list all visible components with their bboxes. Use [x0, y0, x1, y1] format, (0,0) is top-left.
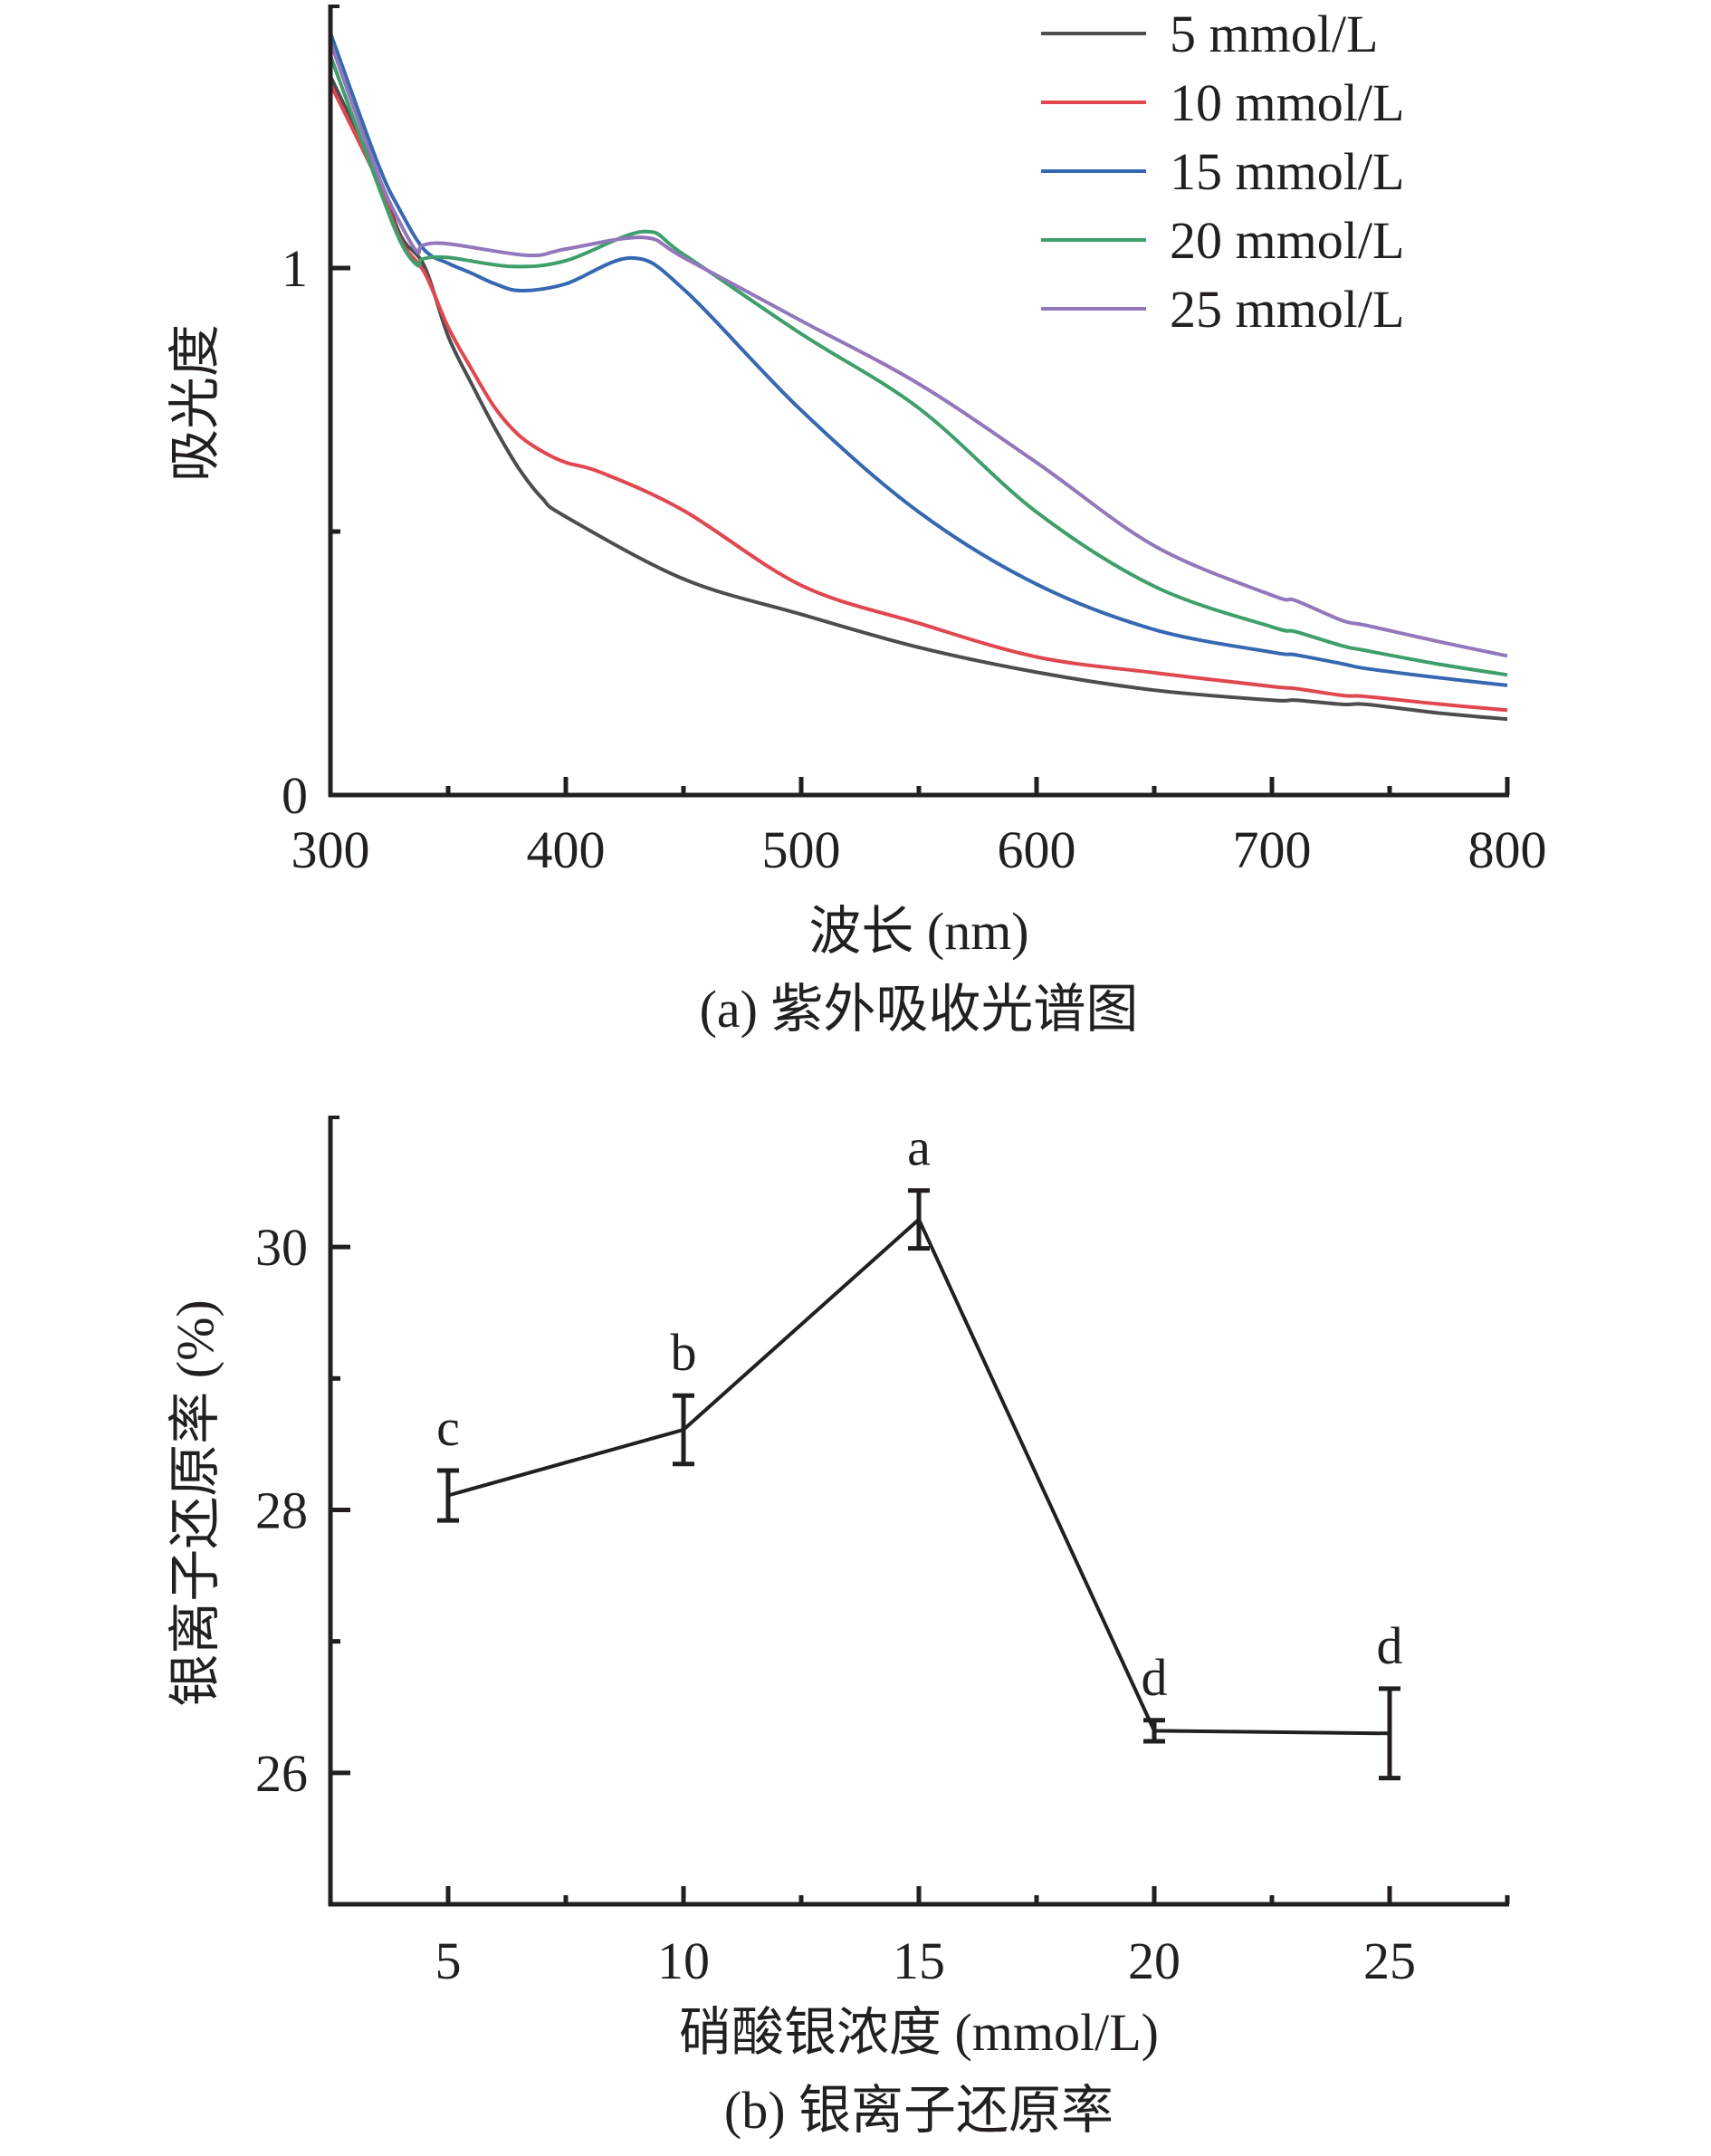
chart-a-legend: 5 mmol/L 10 mmol/L 15 mmol/L 20 mmol/L 25 mm…	[1041, 5, 1404, 339]
x-tick-label: 20	[1128, 1931, 1180, 1990]
x-tick-label: 10	[657, 1931, 710, 1990]
legend-item: 10 mmol/L	[1041, 73, 1404, 132]
legend-label: 25 mmol/L	[1170, 280, 1404, 339]
data-point-group: b	[671, 1323, 697, 1467]
x-tick-label: 700	[1233, 820, 1312, 879]
legend-label: 15 mmol/L	[1170, 142, 1404, 201]
legend-item: 25 mmol/L	[1041, 280, 1404, 339]
legend-item: 20 mmol/L	[1041, 211, 1404, 270]
chart-b-axes	[328, 1116, 1510, 1907]
x-tick-label: 500	[762, 820, 841, 879]
legend-label: 10 mmol/L	[1170, 73, 1404, 132]
series-line-20-mmol-l	[329, 54, 1508, 677]
x-tick-label: 800	[1468, 820, 1547, 879]
chart-b-x-axis-title: 硝酸银浓度 (mmol/L)	[679, 2003, 1159, 2062]
chart-b-y-axis-title: 银离子还原率 (%)	[166, 1299, 225, 1706]
x-tick-label: 15	[893, 1931, 945, 1990]
legend-item: 15 mmol/L	[1041, 142, 1404, 201]
x-tick-label: 300	[292, 820, 370, 879]
data-point-group: d	[1142, 1648, 1168, 1744]
chart-a: 300 400 500 600 700 800 0 1 5 mmol/L 10 mmol/L 15…	[166, 5, 1547, 1039]
chart-b-series-group: c b a d d	[436, 1118, 1403, 1781]
y-tick-label: 28	[255, 1481, 308, 1540]
series-line-25-mmol-l	[329, 41, 1508, 658]
chart-a-series-group	[329, 32, 1508, 722]
chart-a-tick-labels: 300 400 500 600 700 800 0 1	[282, 239, 1547, 879]
significance-label: d	[1142, 1648, 1168, 1707]
chart-a-x-axis-title: 波长 (nm)	[808, 902, 1028, 961]
y-tick-label: 1	[282, 239, 308, 298]
significance-label: d	[1377, 1616, 1403, 1675]
significance-label: c	[436, 1398, 460, 1457]
x-tick-label: 25	[1363, 1931, 1416, 1990]
chart-b-caption: (b) 银离子还原率	[724, 2081, 1114, 2140]
y-tick-label: 26	[255, 1744, 308, 1803]
y-tick-label: 0	[282, 766, 308, 825]
legend-item: 5 mmol/L	[1041, 5, 1378, 63]
chart-a-y-axis-title: 吸光度	[166, 324, 225, 482]
x-tick-label: 400	[527, 820, 606, 879]
x-tick-label: 5	[435, 1931, 462, 1990]
significance-label: a	[907, 1118, 931, 1177]
chart-b: c b a d d 5 10 15 20 25 26 28 30 银离子还原率 (%) 硝酸银浓度 (…	[166, 1116, 1510, 2140]
legend-label: 5 mmol/L	[1170, 5, 1378, 63]
legend-label: 20 mmol/L	[1170, 211, 1404, 270]
x-tick-label: 600	[998, 820, 1076, 879]
chart-b-tick-labels: 5 10 15 20 25 26 28 30	[255, 1218, 1416, 1990]
chart-a-caption: (a) 紫外吸收光谱图	[700, 980, 1139, 1039]
data-line	[447, 1216, 1391, 1736]
data-point-group: d	[1377, 1616, 1403, 1781]
significance-label: b	[671, 1323, 697, 1382]
y-tick-label: 30	[255, 1218, 308, 1277]
chart-a-axes	[328, 5, 1510, 798]
data-point-group: c	[436, 1398, 460, 1523]
series-line-10-mmol-l	[329, 83, 1508, 713]
data-point-group: a	[907, 1118, 931, 1251]
